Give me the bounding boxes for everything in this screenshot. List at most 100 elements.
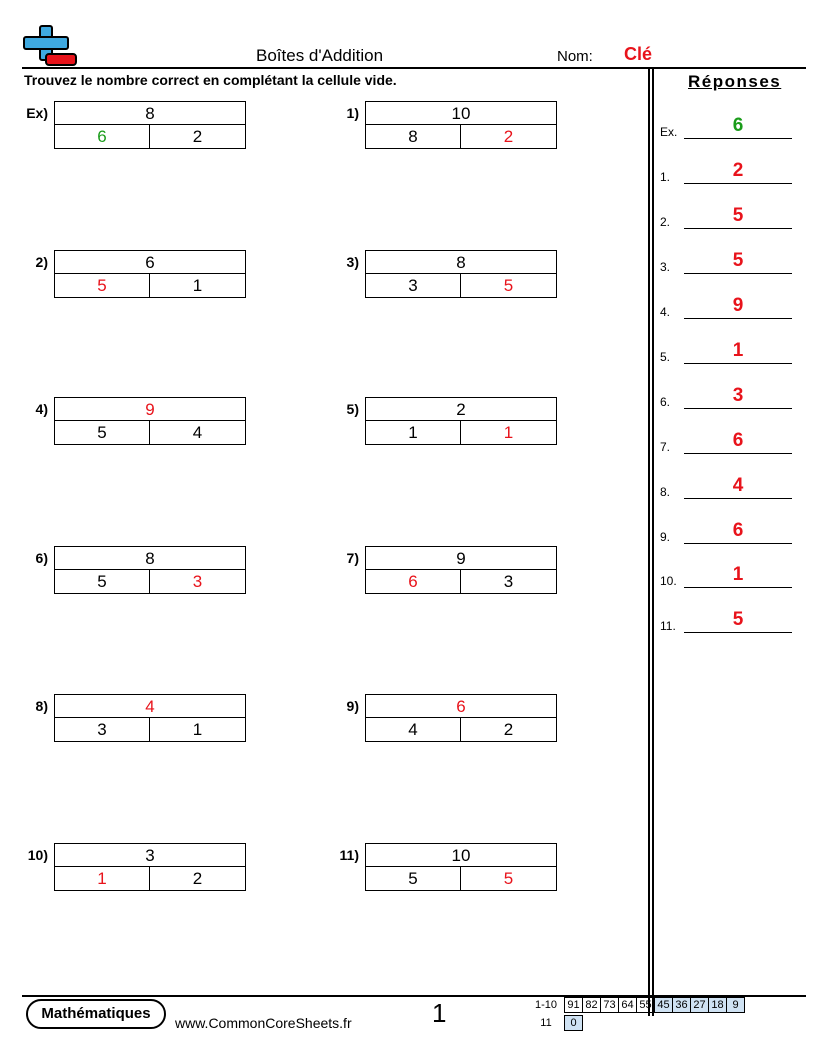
- score-cell: 9: [726, 997, 745, 1013]
- answer-label: 10.: [660, 574, 677, 588]
- score-cell: 0: [564, 1015, 583, 1031]
- addend-right-cell: 3: [503, 572, 514, 591]
- addition-box: 6 4 2: [365, 694, 557, 742]
- answer-value: 5: [732, 205, 744, 226]
- problem-9: 9) 6 4 2: [329, 694, 639, 744]
- problem-label: 10): [27, 847, 48, 863]
- problem-example: Ex) 8 6 2: [18, 101, 328, 151]
- answer-value: 6: [732, 115, 744, 136]
- addition-box: 8 6 2: [54, 101, 246, 149]
- answer-row: 1. 2: [660, 154, 792, 184]
- addition-box: 4 3 1: [54, 694, 246, 742]
- problem-label: 4): [35, 401, 48, 417]
- problem-3: 3) 8 3 5: [329, 250, 639, 300]
- addition-box: 8 5 3: [54, 546, 246, 594]
- score-table-row: 1-10 91 82 73 64 55 45 36 27 18 9: [528, 997, 745, 1013]
- sum-cell: 6: [366, 695, 556, 718]
- answer-row: 8. 4: [660, 469, 792, 499]
- addend-right-cell: 1: [503, 423, 514, 442]
- problem-8: 8) 4 3 1: [18, 694, 328, 744]
- addend-right-cell: 4: [192, 423, 203, 442]
- addend-left-cell: 4: [366, 718, 461, 741]
- problem-label: 8): [35, 698, 48, 714]
- answer-label: 7.: [660, 440, 671, 454]
- score-cell: 73: [600, 997, 619, 1013]
- answer-value: 9: [732, 295, 744, 316]
- answer-label: 2.: [660, 215, 671, 229]
- answer-label: Ex.: [660, 125, 678, 139]
- answer-label: 8.: [660, 485, 671, 499]
- answer-value: 1: [732, 564, 744, 585]
- addend-right-cell: 1: [192, 720, 203, 739]
- problem-label: 6): [35, 550, 48, 566]
- plus-minus-logo-icon: [23, 25, 77, 66]
- sum-cell: 8: [366, 251, 556, 274]
- answer-row: 7. 6: [660, 424, 792, 454]
- addend-right-cell: 5: [503, 276, 514, 295]
- sum-cell: 3: [55, 844, 245, 867]
- answer-row: 10. 1: [660, 558, 792, 588]
- answer-value: 6: [732, 520, 744, 541]
- instructions: Trouvez le nombre correct en complétant …: [24, 72, 397, 88]
- answer-label: 5.: [660, 350, 671, 364]
- problem-11: 11) 10 5 5: [329, 843, 639, 893]
- score-cell: 18: [708, 997, 727, 1013]
- answer-row: 2. 5: [660, 199, 792, 229]
- addition-box: 2 1 1: [365, 397, 557, 445]
- answer-line: [684, 498, 792, 499]
- score-cell: 91: [564, 997, 583, 1013]
- answer-label: 11.: [660, 619, 676, 633]
- addition-box: 3 1 2: [54, 843, 246, 891]
- score-cell: 36: [672, 997, 691, 1013]
- answer-label: 1.: [660, 170, 671, 184]
- addition-box: 10 8 2: [365, 101, 557, 149]
- sum-cell: 9: [55, 398, 245, 421]
- problem-label: Ex): [26, 105, 48, 121]
- answer-label: 3.: [660, 260, 671, 274]
- problem-4: 4) 9 5 4: [18, 397, 328, 447]
- problem-label: 9): [346, 698, 359, 714]
- answer-value: 6: [732, 430, 744, 451]
- problem-1: 1) 10 8 2: [329, 101, 639, 151]
- addend-left-cell: 5: [55, 274, 150, 297]
- answer-row: 11. 5: [660, 603, 792, 633]
- score-range-label: 11: [540, 1017, 552, 1029]
- problem-label: 1): [346, 105, 359, 121]
- answer-line: [684, 183, 792, 184]
- addend-right-cell: 2: [503, 720, 514, 739]
- addend-left-cell: 1: [366, 421, 461, 444]
- problem-2: 2) 6 5 1: [18, 250, 328, 300]
- answer-column-divider: [648, 68, 654, 1016]
- sum-cell: 10: [366, 102, 556, 125]
- addend-left-cell: 3: [55, 718, 150, 741]
- addend-right-cell: 2: [192, 127, 203, 146]
- answer-line: [684, 318, 792, 319]
- answer-line: [684, 453, 792, 454]
- answer-value: 4: [732, 475, 744, 496]
- problem-5: 5) 2 1 1: [329, 397, 639, 447]
- answer-row: 4. 9: [660, 289, 792, 319]
- header-divider: [22, 67, 806, 69]
- footer-divider: [22, 995, 806, 997]
- page-number: 1: [432, 998, 447, 1028]
- addend-left-cell: 5: [55, 570, 150, 593]
- site-url: www.CommonCoreSheets.fr: [175, 1015, 352, 1031]
- score-cell: 64: [618, 997, 637, 1013]
- answer-line: [684, 632, 792, 633]
- answer-row: 5. 1: [660, 334, 792, 364]
- sum-cell: 4: [55, 695, 245, 718]
- score-cell: 45: [654, 997, 673, 1013]
- addend-left-cell: 5: [366, 867, 461, 890]
- answer-value: 5: [732, 250, 744, 271]
- addend-left-cell: 6: [366, 570, 461, 593]
- name-value: Clé: [624, 44, 653, 64]
- addition-box: 10 5 5: [365, 843, 557, 891]
- sum-cell: 8: [55, 102, 245, 125]
- problem-label: 7): [346, 550, 359, 566]
- answer-label: 6.: [660, 395, 671, 409]
- answer-value: 5: [732, 609, 744, 630]
- answer-row: 6. 3: [660, 379, 792, 409]
- score-cell: 82: [582, 997, 601, 1013]
- addend-right-cell: 3: [192, 572, 203, 591]
- answer-line: [684, 543, 792, 544]
